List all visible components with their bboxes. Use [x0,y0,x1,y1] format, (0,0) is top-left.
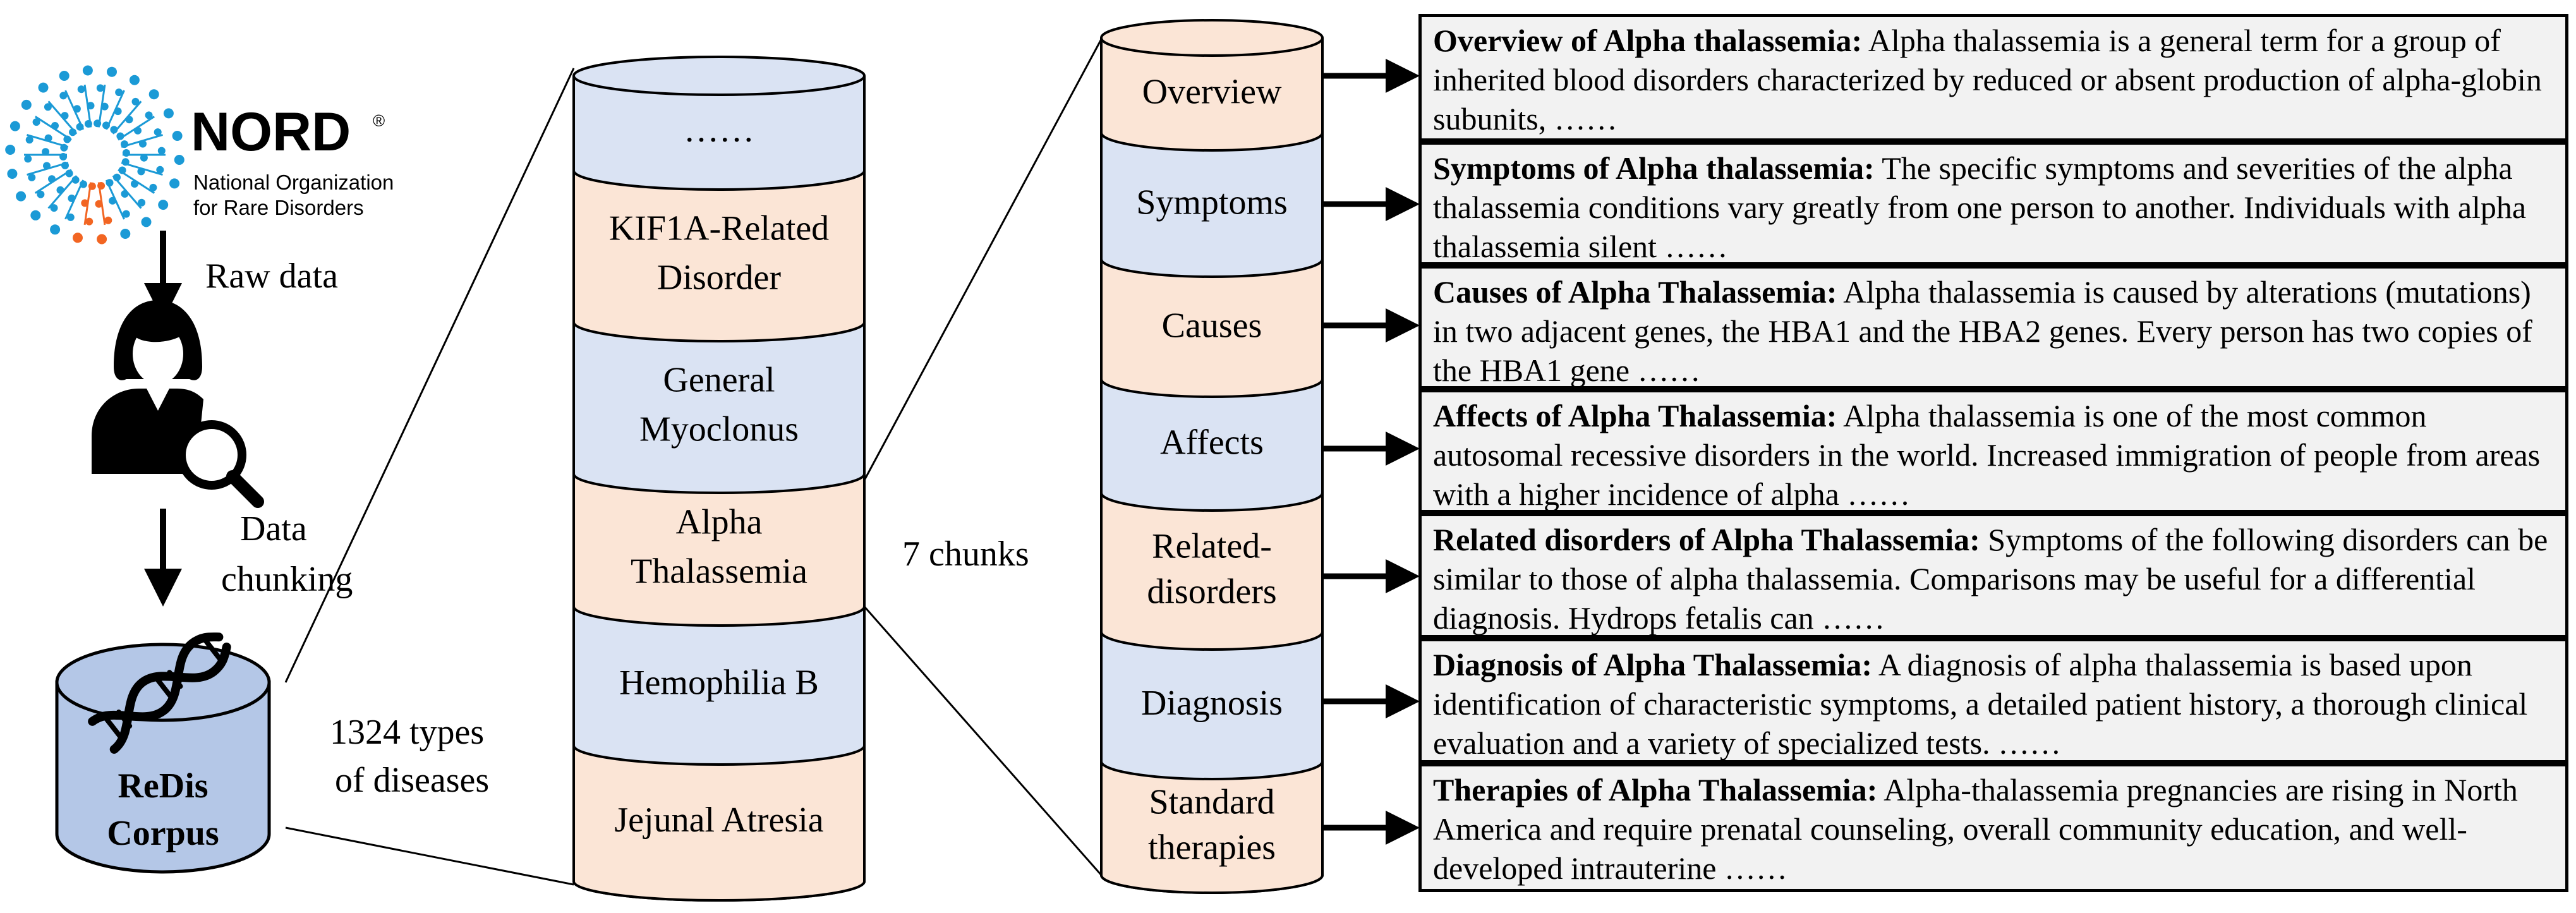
raw-data-label: Raw data [205,257,338,296]
disease-count-line1: 1324 types [330,713,484,752]
chunk-stack-segment: Related-disorders [1100,493,1324,651]
redis-corpus-cylinder: ReDis Corpus [55,632,271,874]
disease-stack-label: Thalassemia [631,552,807,591]
text-box-body: Alpha thalassemia is a general term for … [1433,23,2542,136]
text-box-body: Alpha thalassemia is one of the most com… [1433,398,2541,512]
text-box-heading: Overview of Alpha thalassemia: [1433,23,1863,58]
text-box-heading: Symptoms of Alpha thalassemia: [1433,150,1875,186]
connector-disease-top [863,39,1103,481]
disease-stack-label: …… [684,110,754,149]
chunk-stack-label: Causes [1162,306,1262,345]
chunk-stack-cylinder: Standard therapies Diagnosis Related-disord… [1100,19,1324,894]
chunk-stack-label: therapies [1148,828,1276,867]
text-box-heading: Diagnosis of Alpha Thalassemia: [1433,647,1873,682]
nord-tagline-line1: National Organization [193,171,394,194]
text-box: Causes of Alpha Thalassemia: Alpha thala… [1418,265,2568,389]
text-box: Affects of Alpha Thalassemia: Alpha thal… [1418,389,2568,513]
disease-stack-segment: Alpha Thalassemia [572,474,866,627]
data-chunking-label-line1: Data [240,509,307,548]
text-box: Related disorders of Alpha Thalassemia: … [1418,513,2568,638]
connector-disease-bottom [863,606,1103,876]
disease-stack-segment: KIF1A-Related Disorder [572,171,866,342]
chunk-stack-label: disorders [1147,572,1276,611]
dna-icon [88,632,231,754]
disease-count-line2: of diseases [335,761,489,800]
disease-stack-label: General [663,360,775,399]
corpus-label-line2: Corpus [107,814,219,853]
text-box-heading: Causes of Alpha Thalassemia: [1433,274,1837,310]
connector-corpus-bottom [285,826,574,886]
chunk-stack-segment: Symptoms [1100,133,1324,278]
text-box-heading: Related disorders of Alpha Thalassemia: [1433,522,1980,557]
text-box-body: The specific symptoms and severities of … [1433,150,2527,264]
nord-tagline-line2: for Rare Disorders [193,196,364,219]
text-box-heading: Affects of Alpha Thalassemia: [1433,398,1837,433]
chunk-stack-label: Overview [1142,72,1282,111]
disease-stack-cylinder: Jejunal Atresia Hemophilia B Alpha Thalasse… [572,56,866,902]
text-box-body: Alpha thalassemia is caused by alteratio… [1433,274,2532,388]
text-box-body: A diagnosis of alpha thalassemia is base… [1433,647,2528,761]
disease-stack-segment: Jejunal Atresia [572,746,866,902]
nord-registered-mark: ® [373,111,385,130]
disease-stack-label: Alpha [676,502,763,541]
nord-logo-name: NORD [191,102,351,162]
chunk-stack-label: Affects [1160,423,1264,462]
corpus-label-line1: ReDis [118,766,208,806]
chunk-stack-segment: Standard therapies [1100,761,1324,894]
chunk-stack-segment: Causes [1100,259,1324,398]
chunk-stack-label: Standard [1149,782,1274,821]
disease-stack-label: Myoclonus [639,409,799,449]
data-chunking-label-line2: chunking [221,560,353,599]
chunk-arrows [1322,59,1420,845]
text-box: Overview of Alpha thalassemia: Alpha tha… [1418,14,2568,142]
chunk-stack-segment: Diagnosis [1100,632,1324,780]
chunk-stack-segment: Affects [1100,379,1324,512]
chunk-stack-label: Related- [1152,526,1272,565]
text-box: Diagnosis of Alpha Thalassemia: A diagno… [1418,638,2568,763]
chunk-stack-label: Symptoms [1136,183,1288,222]
disease-stack-segment: Hemophilia B [572,607,866,766]
disease-stack-label: Hemophilia B [619,663,819,702]
text-box: Symptoms of Alpha thalassemia: The speci… [1418,142,2568,265]
chunks-label: 7 chunks [902,535,1029,574]
text-box-heading: Therapies of Alpha Thalassemia: [1433,772,1878,807]
person-search-icon [92,300,264,508]
disease-stack-label: KIF1A-Related [609,209,829,248]
text-box: Therapies of Alpha Thalassemia: Alpha-th… [1418,763,2568,892]
text-box-body: Alpha-thalassemia pregnancies are rising… [1433,772,2518,886]
disease-stack-segment: General Myoclonus [572,322,866,494]
disease-stack-label: Disorder [657,258,781,297]
connector-corpus-top [284,68,575,683]
chunk-stack-label: Diagnosis [1141,684,1283,723]
text-box-body: Symptoms of the following disorders can … [1433,522,2548,636]
disease-stack-label: Jejunal Atresia [614,801,823,840]
nord-logo-icon [5,65,184,245]
nord-logo: NORD ® National Organization for Rare Di… [5,65,394,245]
